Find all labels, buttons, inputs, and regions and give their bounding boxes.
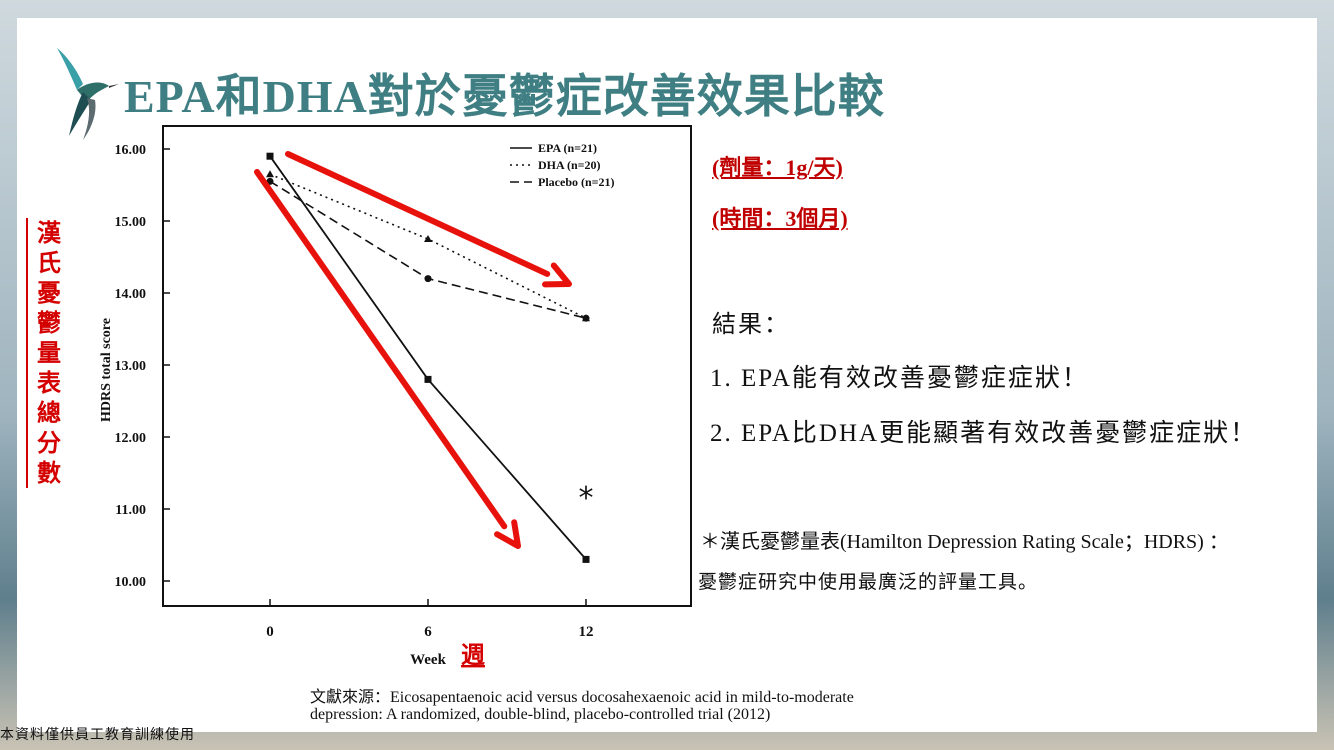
hdrs-note-line-1: ＊漢氏憂鬱量表(Hamilton Depression Rating Scale…	[700, 531, 1229, 553]
x-axis-label: Week	[410, 652, 446, 668]
footer-note: 本資料僅供員工教育訓練使用	[0, 728, 195, 743]
legend-entry: Placebo (n=21)	[538, 175, 615, 189]
point-epa	[424, 375, 432, 383]
page-title: EPA和DHA對於憂鬱症改善效果比較	[124, 71, 885, 122]
y-axis-label-zh: 漢氏憂鬱量表總分數	[26, 218, 66, 488]
y-tick-label: 10.00	[115, 575, 147, 590]
x-tick-label: 12	[579, 624, 594, 640]
results-heading: 結果：	[712, 312, 790, 338]
series-line-placebo	[269, 180, 587, 319]
dose-label: (劑量：1g/天)	[712, 155, 843, 180]
point-dha	[266, 170, 274, 178]
significance-asterisk: *	[579, 481, 594, 516]
dha-trend-arrow	[285, 151, 572, 288]
y-axis-label: HDRS total score	[99, 318, 114, 422]
plot-frame	[162, 125, 692, 607]
x-tick-label: 0	[266, 624, 274, 640]
epa-trend-arrow	[254, 169, 521, 549]
point-placebo	[582, 314, 590, 322]
hummingbird-icon	[57, 48, 119, 140]
point-placebo	[424, 275, 432, 283]
epa-trend-arrow-head	[494, 519, 521, 549]
epa-trend-arrow-shaft	[254, 169, 508, 530]
dha-trend-arrow-head	[542, 262, 572, 288]
x-tick-label: 6	[424, 624, 432, 640]
legend-entry: EPA (n=21)	[538, 141, 597, 155]
duration-label: (時間：3個月)	[712, 206, 848, 231]
dha-trend-arrow-shaft	[285, 151, 551, 277]
series-line-dha	[269, 173, 587, 319]
result-item-1: 1. EPA能有效改善憂鬱症症狀！	[710, 365, 1089, 392]
y-tick-label: 11.00	[115, 503, 146, 518]
y-tick-label: 16.00	[115, 143, 147, 158]
point-epa	[582, 555, 590, 563]
hdrs-note-line-2: 憂鬱症研究中使用最廣泛的評量工具。	[698, 572, 1039, 593]
x-axis-label-zh: 週	[461, 640, 485, 669]
y-tick-label: 14.00	[115, 287, 147, 302]
y-tick-label: 15.00	[115, 215, 147, 230]
reference-line-2: depression: A randomized, double-blind, …	[310, 706, 771, 723]
point-dha	[424, 235, 432, 242]
y-tick-label: 13.00	[115, 359, 147, 374]
legend-entry: DHA (n=20)	[538, 158, 601, 172]
reference-line-1: 文獻來源：Eicosapentaenoic acid versus docosa…	[310, 689, 854, 706]
result-item-2: 2. EPA比DHA更能顯著有效改善憂鬱症症狀！	[710, 420, 1258, 447]
slide	[17, 18, 1317, 732]
y-tick-label: 12.00	[115, 431, 147, 446]
point-epa	[266, 152, 274, 160]
